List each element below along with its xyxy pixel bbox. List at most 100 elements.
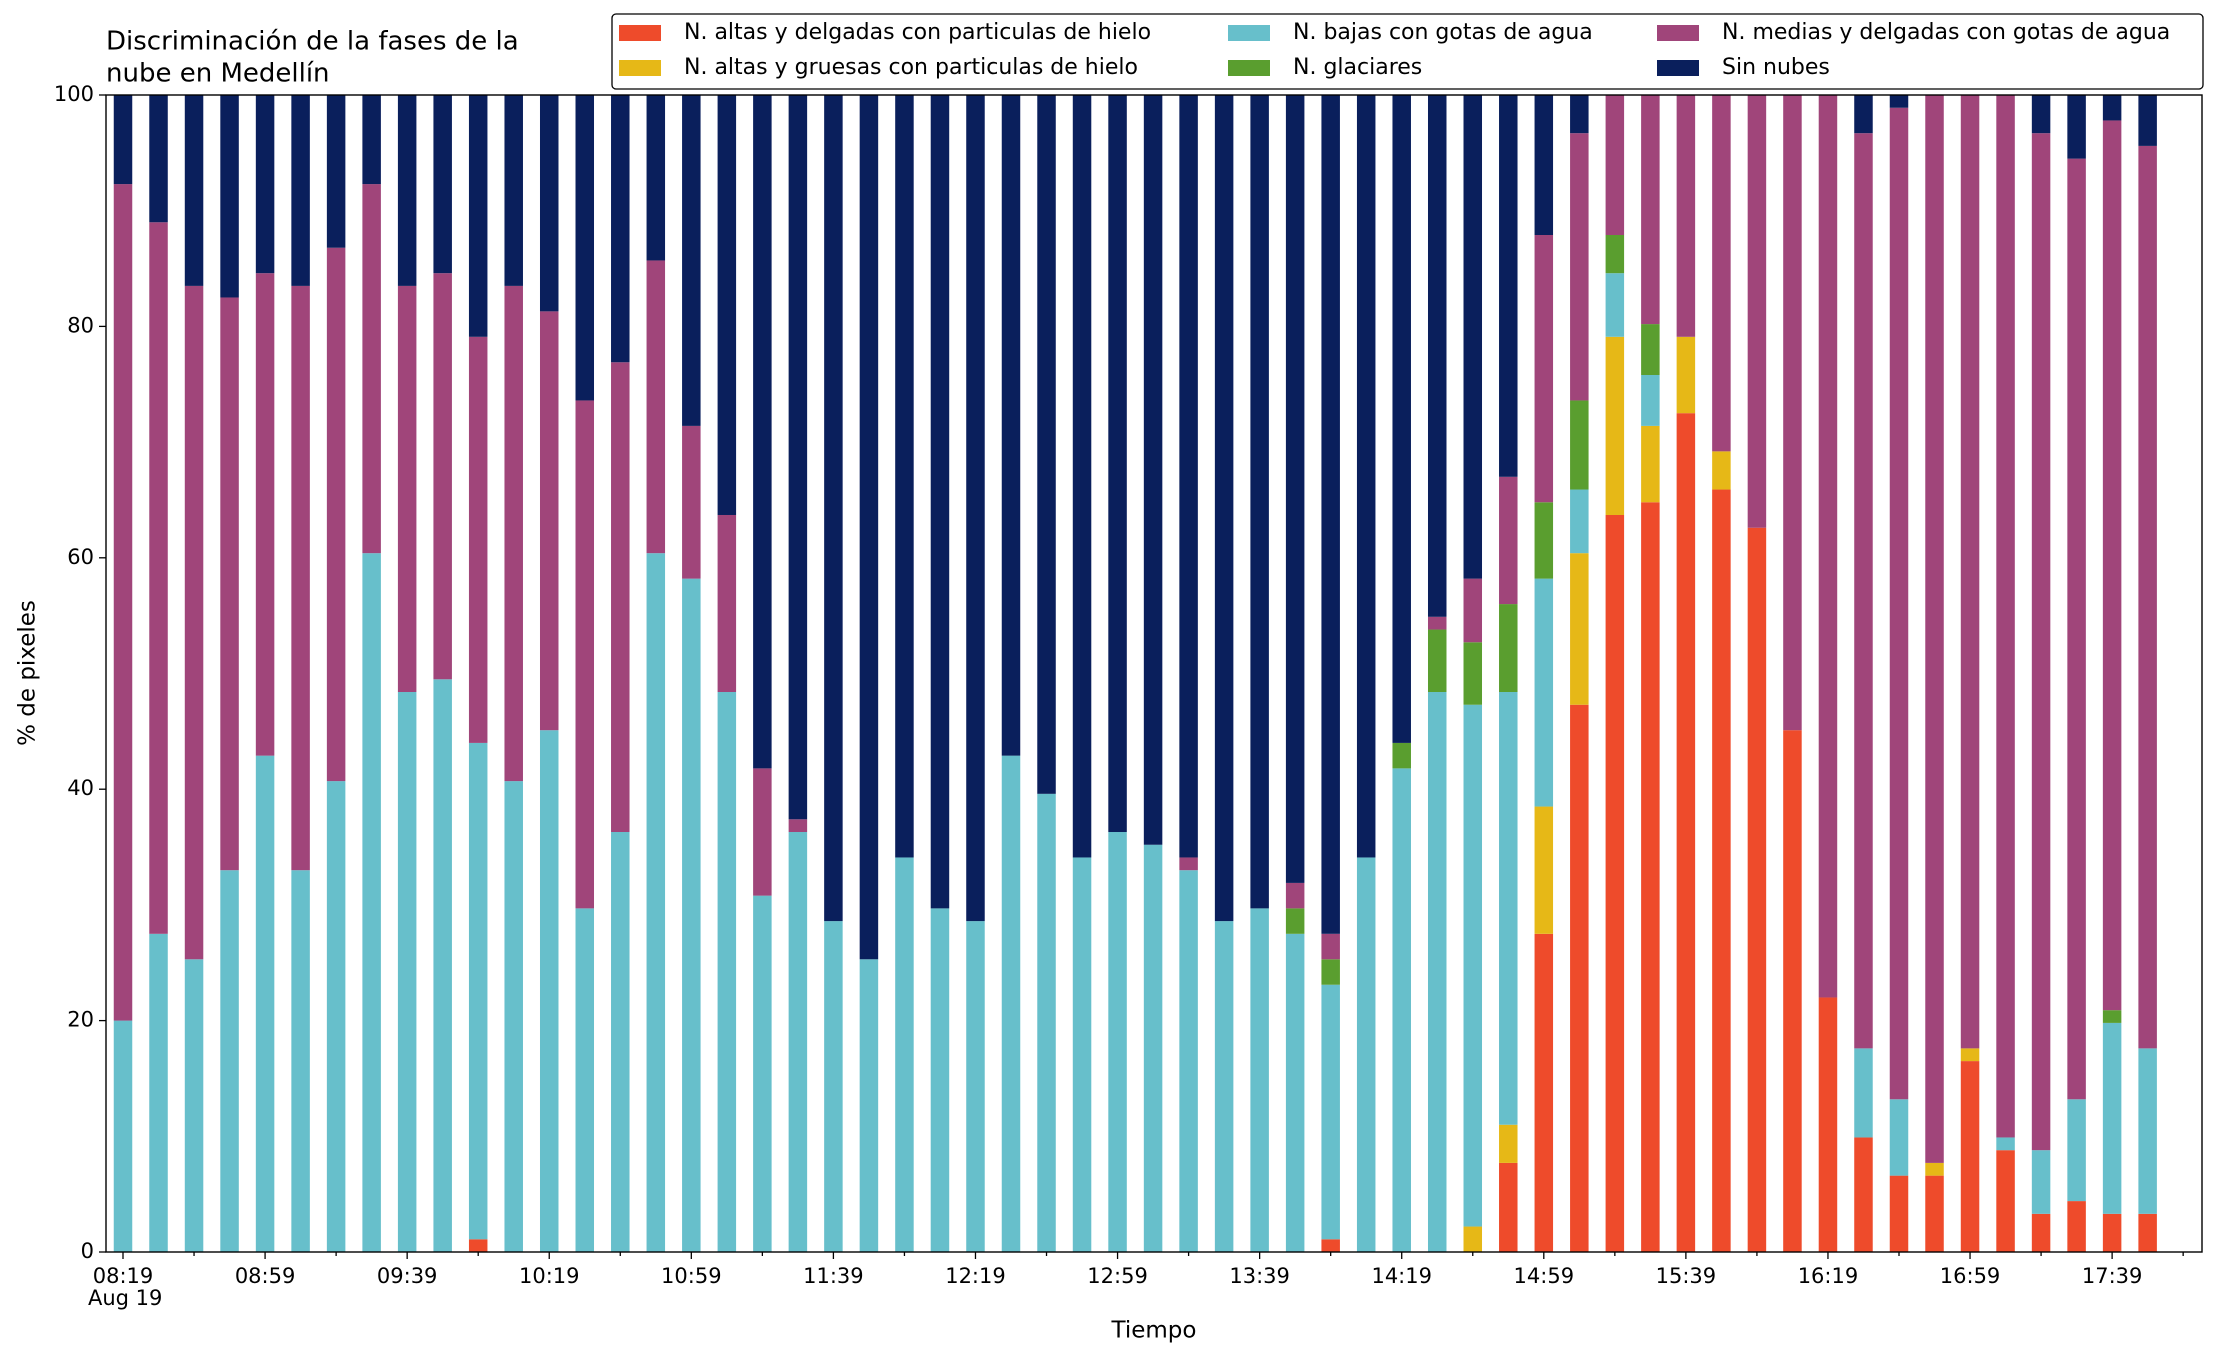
bar-segment	[468, 1239, 488, 1252]
x-date-label: Aug 19	[88, 1286, 162, 1310]
bar-segment	[1854, 1137, 1873, 1252]
bar-segment	[1179, 870, 1198, 1252]
bar-segment	[1534, 578, 1554, 807]
bar-segment	[1570, 553, 1589, 705]
bar-segment	[1321, 959, 1340, 985]
bar-segment	[362, 553, 381, 1252]
bar-segment	[1534, 234, 1554, 503]
legend-label: N. medias y delgadas con gotas de agua	[1722, 20, 2170, 45]
bar-segment	[397, 692, 417, 1252]
bar-segment	[646, 553, 666, 1252]
bar-segment	[1321, 984, 1340, 1240]
bar-segment	[1534, 502, 1554, 579]
bar-segment	[1499, 604, 1518, 693]
x-tick-label: 12:19	[945, 1264, 1006, 1288]
bar-segment	[1001, 95, 1021, 756]
x-tick-label: 12:59	[1087, 1264, 1148, 1288]
bar-segment	[1427, 95, 1447, 617]
bar-segment	[113, 1020, 133, 1252]
bar-segment	[575, 95, 595, 401]
bar-segment	[1925, 1175, 1944, 1252]
legend-box	[611, 13, 2204, 90]
bar-segment	[1250, 95, 1269, 909]
x-tick-label: 15:39	[1656, 1264, 1717, 1288]
y-tick-label: 20	[67, 1008, 94, 1032]
bar-segment	[1747, 95, 1767, 528]
bar-segment	[1889, 95, 1909, 108]
bar-segment	[1214, 95, 1234, 922]
legend-label: N. glaciares	[1293, 55, 1422, 80]
bar-segment	[1285, 933, 1305, 1252]
bar-segment	[753, 95, 772, 769]
bar-segment	[1392, 95, 1411, 743]
y-tick-label: 60	[67, 545, 94, 569]
bar-segment	[966, 95, 985, 922]
x-tick-label: 14:19	[1371, 1264, 1432, 1288]
bar-segment	[1889, 107, 1909, 1100]
bar-segment	[1605, 234, 1625, 274]
bar-segment	[1321, 933, 1340, 960]
bar-segment	[611, 95, 630, 363]
bar-segment	[2031, 95, 2051, 134]
y-tick-label: 0	[81, 1239, 94, 1263]
bar-segment	[468, 336, 488, 743]
bar-segment	[2031, 133, 2051, 1151]
bar-segment	[255, 755, 275, 1252]
bar-segment	[2067, 1201, 2086, 1252]
x-tick-label: 17:39	[2082, 1264, 2143, 1288]
legend-label: N. altas y gruesas con particulas de hie…	[684, 55, 1138, 80]
bar-segment	[1499, 1162, 1518, 1252]
chart-title: Discriminación de la fases de la	[106, 27, 519, 57]
bar-segment	[433, 273, 452, 680]
bar-segment	[1676, 413, 1696, 1252]
bar-segment	[1179, 95, 1198, 858]
bar-segment	[1499, 95, 1518, 477]
bar-segment	[1676, 336, 1696, 414]
bar-segment	[326, 247, 346, 782]
bar-segment	[824, 95, 843, 922]
x-tick-label: 13:39	[1229, 1264, 1290, 1288]
bar-segment	[682, 425, 701, 579]
bar-segment	[1143, 95, 1163, 845]
bar-segment	[255, 95, 275, 274]
bar-segment	[1996, 1150, 2015, 1252]
x-tick-label: 11:39	[803, 1264, 864, 1288]
bar-segment	[362, 184, 381, 554]
chart-title: nube en Medellín	[106, 59, 330, 89]
bar-segment	[1783, 730, 1802, 1252]
bar-segment	[1285, 908, 1305, 934]
bar-segment	[1676, 95, 1696, 337]
x-tick-label: 14:59	[1514, 1264, 1575, 1288]
bar-segment	[1285, 882, 1305, 909]
bar-segment	[1427, 616, 1447, 630]
bar-segment	[895, 857, 914, 1252]
bar-segment	[255, 273, 275, 756]
bar-segment	[1641, 374, 1660, 426]
bar-segment	[1818, 997, 1838, 1252]
bar-segment	[113, 184, 133, 1021]
x-tick-label: 10:19	[519, 1264, 580, 1288]
bar-segment	[326, 781, 346, 1252]
bar-segment	[539, 95, 559, 312]
bar-segment	[1570, 133, 1589, 401]
legend-swatch	[619, 60, 661, 76]
bar-segment	[2102, 120, 2122, 1011]
bar-segment	[2067, 95, 2086, 159]
legend-label: N. bajas con gotas de agua	[1293, 20, 1593, 45]
legend-label: N. altas y delgadas con particulas de hi…	[684, 20, 1151, 45]
x-tick-label: 16:19	[1798, 1264, 1859, 1288]
bar-segment	[753, 895, 772, 1252]
bar-segment	[2102, 1022, 2122, 1214]
bar-segment	[2138, 145, 2157, 1049]
bar-segment	[220, 95, 239, 298]
bar-segment	[1818, 95, 1838, 998]
x-axis-label: Tiempo	[1111, 1318, 1197, 1344]
bar-segment	[1250, 908, 1269, 1252]
bar-segment	[397, 285, 417, 693]
bar-segment	[326, 95, 346, 248]
bar-segment	[1001, 755, 1021, 1252]
bar-segment	[2031, 1213, 2051, 1252]
bar-segment	[1463, 95, 1483, 579]
bar-segment	[1499, 476, 1518, 605]
